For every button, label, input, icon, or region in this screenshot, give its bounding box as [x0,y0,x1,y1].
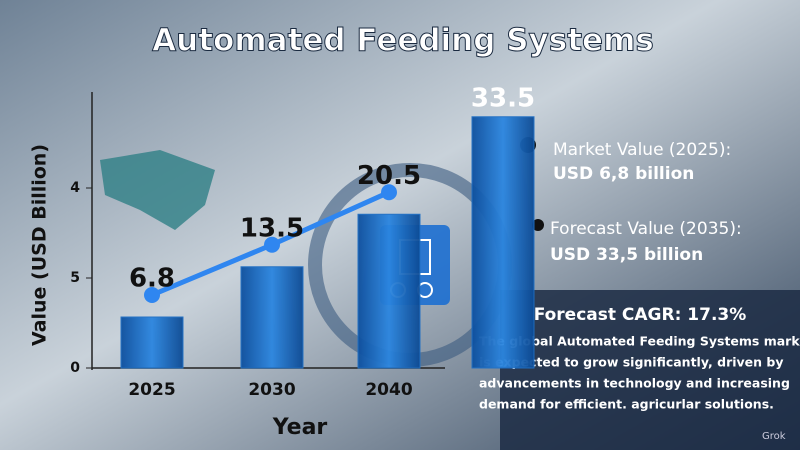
x-tick-label: 2030 [248,380,295,400]
info-value: USD 33,5 billion [550,245,703,265]
bar [357,213,421,369]
y-tick-label: 5 [70,270,80,286]
info-panel [500,290,800,450]
bar [471,116,535,369]
x-axis-title: Year [272,415,328,440]
info-label: Market Value (2025): [553,140,731,160]
description: is expected to grow significantly, drive… [479,355,784,370]
line-point [144,287,160,303]
watermark: Grok [762,431,786,442]
x-tick-label: 2040 [365,380,412,400]
bullet [532,219,544,231]
bar [240,266,304,369]
map-region [100,150,215,230]
y-axis-title: Value (USD Billion) [29,144,51,346]
description: The global Automated Feeding Systems mar… [479,334,800,349]
data-label: 20.5 [357,161,421,191]
x-tick-label: 2025 [128,380,175,400]
info-value: USD 6,8 billion [553,164,694,184]
y-tick-label: 4 [70,180,80,196]
data-label: 33.5 [471,83,535,113]
chart-title: Automated Feeding Systems [152,23,654,59]
cagr: Forecast CAGR: 17.3% [534,305,747,325]
description: advancements in technology and increasin… [479,376,790,391]
info-label: Forecast Value (2035): [550,219,742,239]
line-point [381,184,397,201]
y-tick-label: 0 [70,360,80,376]
line-point [264,236,280,253]
description: demand for efficient. agricurlar solutio… [479,397,774,412]
data-label: 6.8 [129,264,175,294]
bar [120,316,184,369]
data-label: 13.5 [240,213,304,243]
